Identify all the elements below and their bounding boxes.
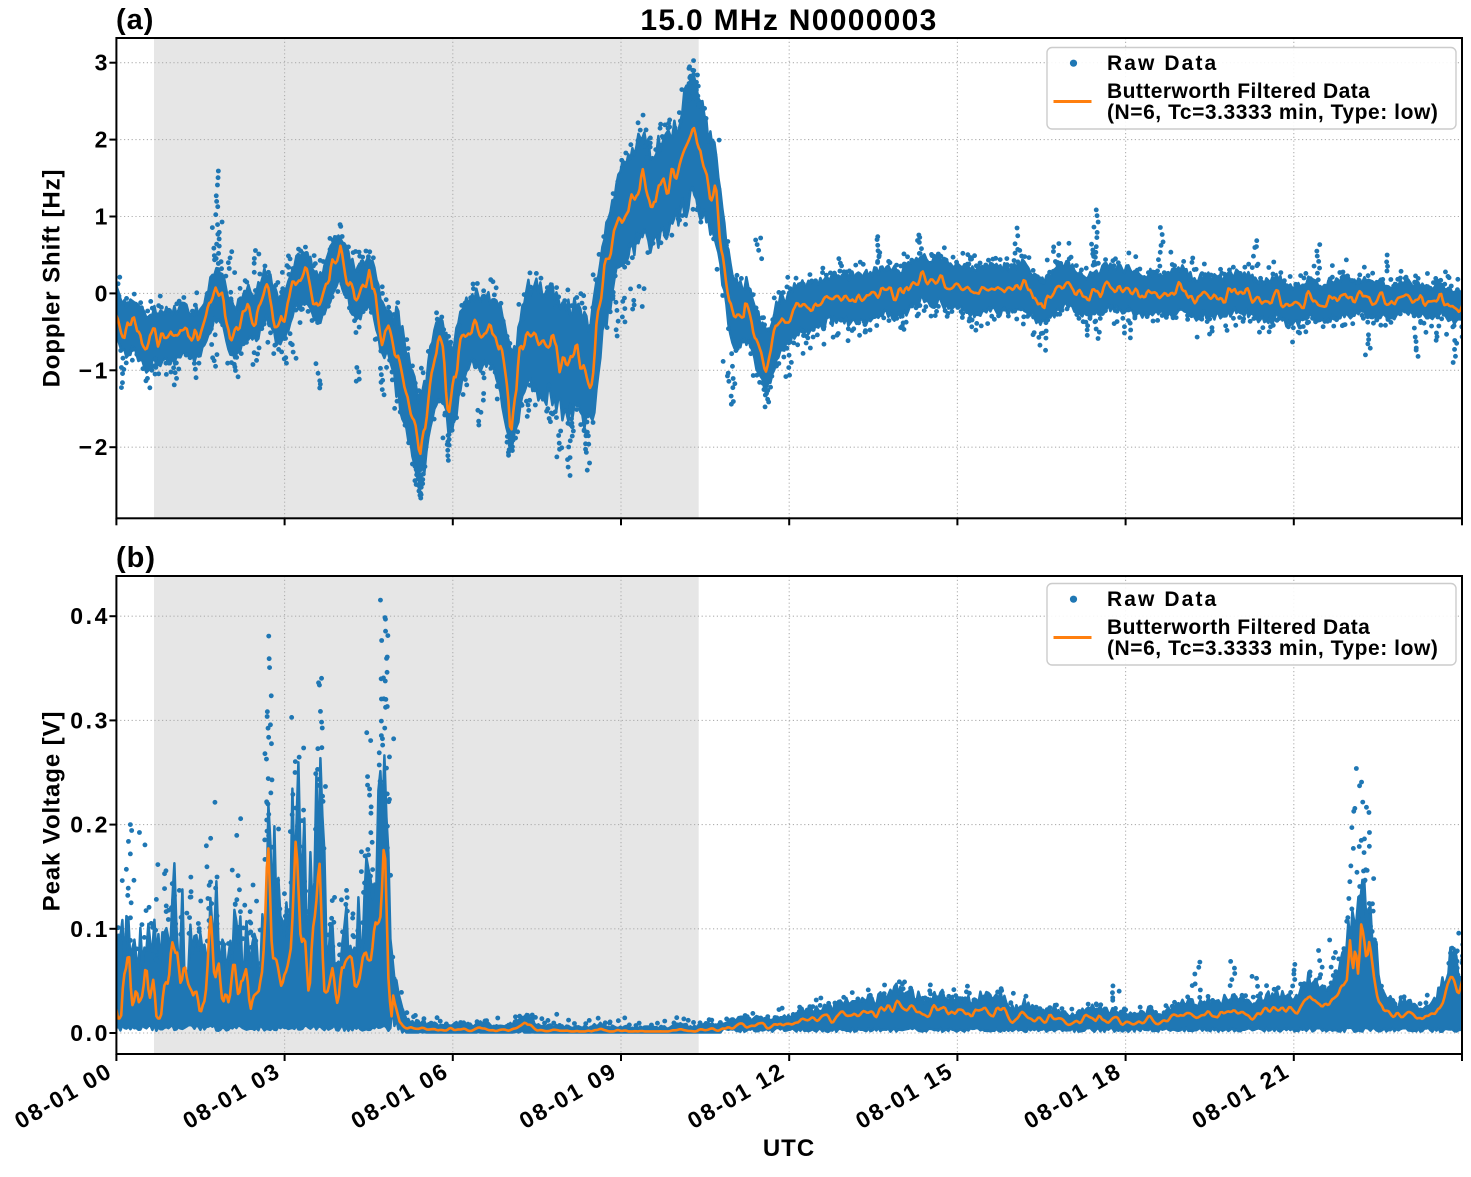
svg-text:0.0: 0.0 <box>70 1020 110 1046</box>
svg-text:0.1: 0.1 <box>70 916 110 942</box>
svg-text:3: 3 <box>95 50 110 76</box>
svg-text:0.4: 0.4 <box>70 603 110 629</box>
svg-text:0: 0 <box>95 280 110 306</box>
svg-text:0.3: 0.3 <box>70 707 110 733</box>
svg-text:Raw Data: Raw Data <box>1107 588 1218 611</box>
svg-text:UTC: UTC <box>763 1135 815 1162</box>
svg-text:Butterworth Filtered Data: Butterworth Filtered Data <box>1107 616 1370 639</box>
svg-text:15.0 MHz N0000003: 15.0 MHz N0000003 <box>640 4 937 37</box>
svg-text:Butterworth Filtered Data: Butterworth Filtered Data <box>1107 80 1370 103</box>
svg-text:−2: −2 <box>79 434 110 460</box>
svg-text:(b): (b) <box>116 542 156 574</box>
svg-text:Peak Voltage [V]: Peak Voltage [V] <box>39 711 66 912</box>
svg-text:(a): (a) <box>116 4 154 36</box>
svg-text:(N=6, Tc=3.3333 min, Type: low: (N=6, Tc=3.3333 min, Type: low) <box>1107 101 1438 124</box>
svg-text:2: 2 <box>95 127 110 153</box>
svg-text:0.2: 0.2 <box>70 812 110 838</box>
svg-text:(N=6, Tc=3.3333 min, Type: low: (N=6, Tc=3.3333 min, Type: low) <box>1107 637 1438 660</box>
svg-text:Doppler Shift [Hz]: Doppler Shift [Hz] <box>39 169 66 388</box>
svg-text:1: 1 <box>95 204 110 230</box>
svg-text:Raw Data: Raw Data <box>1107 52 1218 75</box>
svg-text:−1: −1 <box>79 357 110 383</box>
